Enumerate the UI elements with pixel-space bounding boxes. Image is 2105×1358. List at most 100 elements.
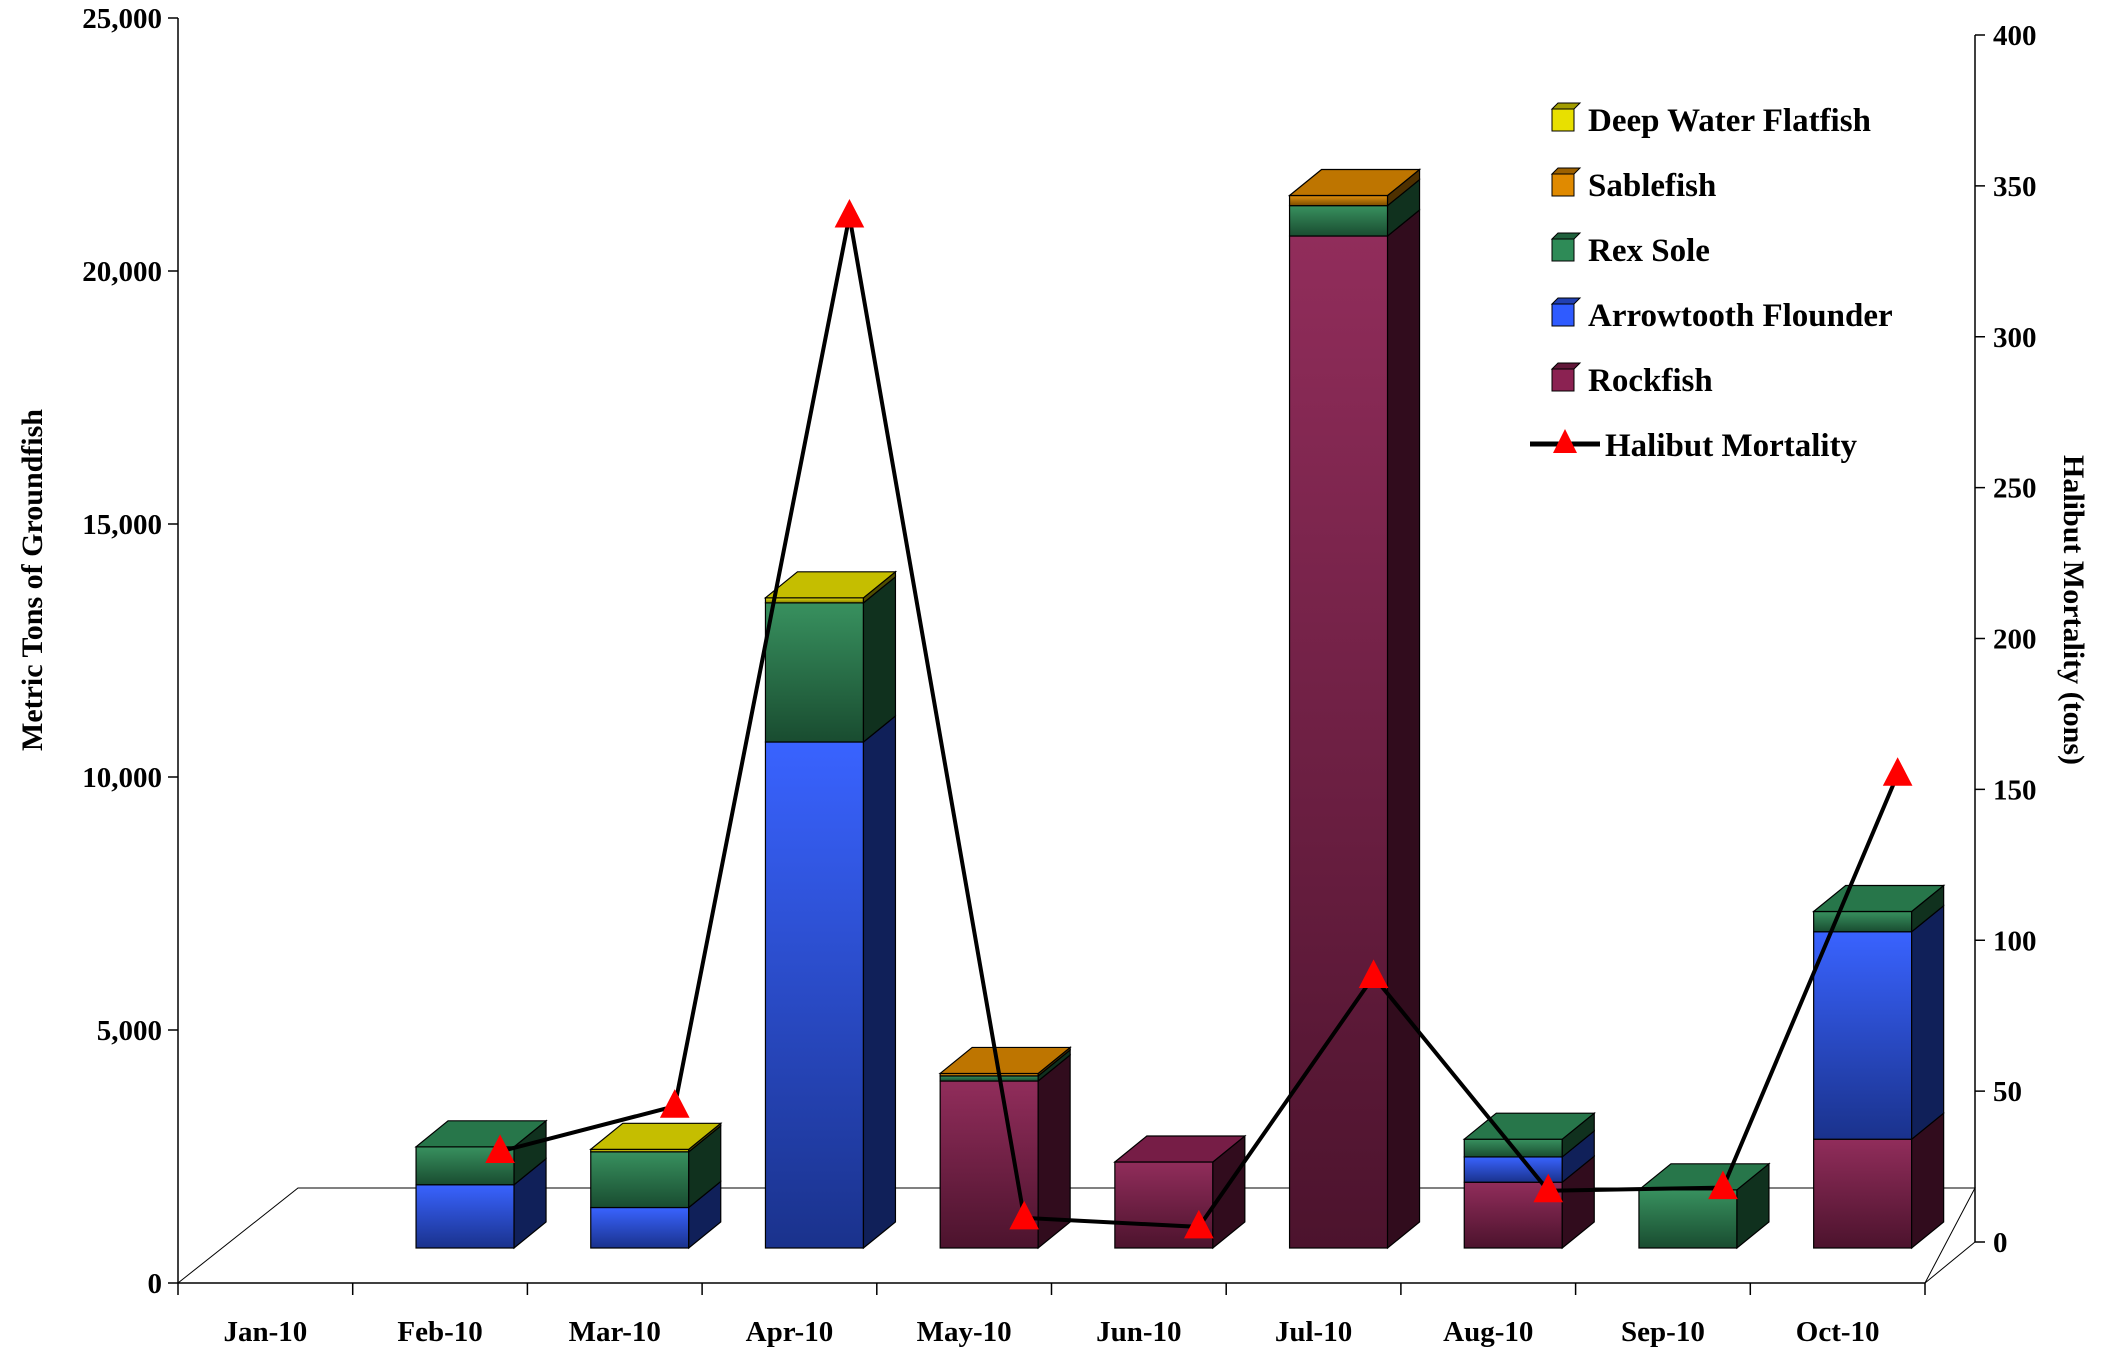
left-tick-label: 20,000: [82, 256, 162, 288]
bar-arrowtooth-flounder: [415, 1184, 515, 1249]
legend-swatch-top: [1550, 297, 1582, 305]
legend-marker-swatch: [1553, 429, 1577, 453]
y-axis-title-right: Halibut Mortality (tons): [2057, 455, 2090, 765]
bar-deep-water-flatfish: [764, 597, 865, 604]
legend-label: Rex Sole: [1588, 233, 1710, 269]
bar-stack-aug-10: [1462, 1111, 1596, 1250]
bar-stack-mar-10: [589, 1122, 723, 1250]
bar-arrowtooth-flounder: [1813, 931, 1913, 1140]
legend-item-deep-water-flatfish: Deep Water Flatfish: [1550, 102, 1871, 139]
bar-stacks: [414, 168, 1946, 1250]
x-tick-label: Feb-10: [397, 1316, 482, 1348]
bar-arrowtooth-flounder: [1463, 1156, 1563, 1183]
legend-item-halibut-mortality: Halibut Mortality: [1530, 428, 1858, 464]
bar-deep-water-flatfish-top: [763, 571, 898, 599]
y-axis-title-left: Metric Tons of Groundfish: [16, 409, 49, 751]
left-tick-label: 25,000: [82, 3, 162, 35]
legend-label: Halibut Mortality: [1605, 428, 1858, 464]
halibut-marker: [1882, 757, 1913, 786]
halibut-marker: [1184, 1209, 1214, 1239]
bar-arrowtooth-flounder: [764, 741, 865, 1249]
bar-sablefish-top: [1287, 168, 1422, 197]
legend-label: Sablefish: [1588, 168, 1716, 204]
bar-rex-sole-side: [862, 575, 897, 744]
right-tick-label: 300: [1993, 322, 2037, 354]
bar-arrowtooth-flounder-side: [1911, 904, 1945, 1141]
left-tick-label: 15,000: [82, 509, 162, 541]
halibut-line: [485, 198, 1913, 1239]
left-tick-label: 10,000: [82, 762, 162, 794]
halibut-marker: [1708, 1170, 1738, 1200]
right-tick-label: 200: [1993, 624, 2037, 656]
bar-stack-jul-10: [1287, 168, 1422, 1250]
legend-label: Rockfish: [1588, 363, 1713, 399]
bar-rockfish: [1463, 1181, 1563, 1249]
right-tick-label: 350: [1993, 171, 2037, 203]
bar-sablefish: [1288, 194, 1389, 207]
bar-rockfish-top: [1113, 1135, 1247, 1163]
halibut-marker: [834, 198, 865, 228]
legend-swatch-top: [1550, 167, 1582, 175]
legend-swatch: [1551, 238, 1575, 262]
legend-label: Arrowtooth Flounder: [1588, 298, 1893, 334]
right-tick-label: 0: [1993, 1227, 2008, 1259]
x-axis: Jan-10 Feb-10 Mar-10 Apr-10 May-10 Jun-10 Jul-…: [177, 1282, 1926, 1348]
x-tick-label: Oct-10: [1796, 1316, 1880, 1348]
legend-swatch-top: [1550, 362, 1582, 370]
x-tick-label: Jun-10: [1096, 1316, 1181, 1348]
bar-stack-sep-10: [1637, 1162, 1771, 1250]
left-axis: 0 5,000 10,000 15,000 20,000 25,000: [82, 3, 179, 1300]
bar-deep-water-flatfish-top: [589, 1122, 723, 1150]
right-tick-label: 400: [1993, 20, 2037, 52]
bar-rex-sole: [1638, 1189, 1738, 1249]
bar-rex-sole: [1288, 205, 1389, 237]
legend-item-arrowtooth-flounder: Arrowtooth Flounder: [1550, 297, 1893, 334]
bar-rockfish: [1813, 1138, 1913, 1249]
x-tick-label: Aug-10: [1443, 1316, 1533, 1348]
bar-stack-apr-10: [763, 570, 898, 1250]
legend-swatch-top: [1550, 232, 1582, 240]
bar-rex-sole-top: [414, 1120, 548, 1148]
legend-swatch: [1551, 303, 1575, 327]
bar-rex-sole-top: [1462, 1112, 1596, 1140]
x-tick-label: Apr-10: [746, 1316, 834, 1348]
bar-arrowtooth-flounder-side: [862, 714, 897, 1250]
x-tick-label: May-10: [917, 1316, 1012, 1348]
legend-item-rockfish: Rockfish: [1550, 362, 1713, 399]
halibut-marker: [659, 1089, 690, 1118]
x-tick-label: Jul-10: [1275, 1316, 1352, 1348]
bar-rex-sole: [764, 602, 865, 743]
bar-rex-sole: [1813, 910, 1913, 933]
left-tick-label: 5,000: [97, 1015, 162, 1047]
right-tick-label: 250: [1993, 473, 2037, 505]
halibut-marker: [1358, 959, 1389, 988]
bar-rex-sole: [939, 1075, 1039, 1082]
right-tick-label: 100: [1993, 925, 2037, 957]
legend: Deep Water Flatfish Sablefish Rex Sole Arro…: [1530, 102, 1893, 464]
legend-swatch: [1551, 368, 1575, 392]
right-tick-label: 50: [1993, 1076, 2022, 1108]
legend-label: Deep Water Flatfish: [1588, 103, 1871, 139]
bar-rex-sole: [590, 1151, 690, 1209]
legend-swatch: [1551, 173, 1575, 197]
left-tick-label: 0: [148, 1268, 163, 1300]
halibut-marker: [485, 1134, 515, 1163]
x-tick-label: Mar-10: [569, 1316, 661, 1348]
bar-arrowtooth-flounder: [590, 1206, 690, 1249]
legend-item-rex-sole: Rex Sole: [1550, 232, 1710, 269]
legend-swatch: [1551, 108, 1575, 132]
bar-sablefish-top: [938, 1046, 1072, 1075]
bar-stack-oct-10: [1811, 884, 1946, 1250]
x-tick-label: Sep-10: [1621, 1316, 1705, 1348]
bar-rockfish: [1288, 235, 1389, 1249]
right-axis-foot: [1924, 1241, 1976, 1284]
bar-rockfish-side: [1386, 208, 1421, 1250]
right-axis: 0 50 100 150 200 250 300 350 400: [1924, 20, 2037, 1284]
legend-swatch-top: [1550, 102, 1582, 110]
legend-item-sablefish: Sablefish: [1550, 167, 1716, 204]
x-tick-label: Jan-10: [223, 1316, 307, 1348]
halibut-marker: [1533, 1173, 1564, 1203]
right-tick-label: 150: [1993, 774, 2037, 806]
halibut-marker: [1009, 1200, 1039, 1230]
